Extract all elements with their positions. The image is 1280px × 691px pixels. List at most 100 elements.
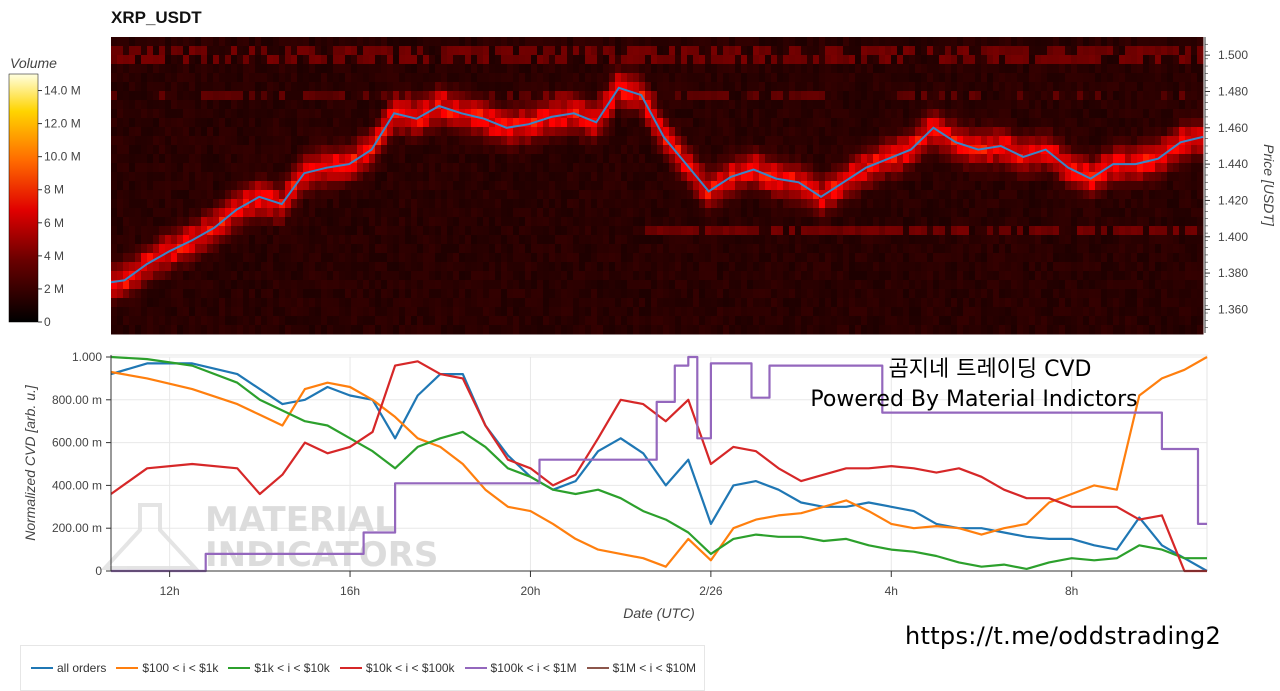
heatmap-cell (531, 172, 538, 182)
heatmap-cell (219, 154, 226, 164)
heatmap-cell (135, 325, 142, 335)
heatmap-cell (465, 154, 472, 164)
heatmap-cell (681, 37, 688, 47)
heatmap-cell (1011, 37, 1018, 47)
heatmap-cell (585, 253, 592, 263)
heatmap-cell (273, 64, 280, 74)
heatmap-cell (759, 208, 766, 218)
heatmap-cell (705, 136, 712, 146)
heatmap-cell (429, 127, 436, 137)
heatmap-cell (399, 298, 406, 308)
heatmap-cell (147, 244, 154, 254)
heatmap-cell (861, 109, 868, 119)
heatmap-cell (393, 37, 400, 47)
heatmap-cell (717, 109, 724, 119)
heatmap-cell (447, 181, 454, 191)
heatmap-cell (645, 307, 652, 317)
heatmap-cell (429, 217, 436, 227)
heatmap-cell (927, 307, 934, 317)
heatmap-cell (291, 100, 298, 110)
heatmap-cell (291, 46, 298, 56)
heatmap-cell (741, 289, 748, 299)
heatmap-cell (825, 127, 832, 137)
heatmap-cell (111, 298, 118, 308)
heatmap-cell (423, 190, 430, 200)
heatmap-cell (603, 91, 610, 101)
heatmap-cell (363, 226, 370, 236)
heatmap-cell (111, 190, 118, 200)
heatmap-cell (147, 280, 154, 290)
heatmap-cell (645, 91, 652, 101)
heatmap-cell (189, 208, 196, 218)
heatmap-cell (711, 208, 718, 218)
heatmap-cell (111, 109, 118, 119)
heatmap-cell (447, 208, 454, 218)
heatmap-cell (687, 190, 694, 200)
heatmap-cell (777, 127, 784, 137)
heatmap-cell (273, 73, 280, 83)
heatmap-cell (693, 253, 700, 263)
heatmap-cell (729, 244, 736, 254)
heatmap-cell (225, 82, 232, 92)
heatmap-cell (507, 181, 514, 191)
heatmap-cell (165, 73, 172, 83)
heatmap-cell (939, 109, 946, 119)
heatmap-cell (147, 307, 154, 317)
heatmap-cell (483, 298, 490, 308)
heatmap-cell (561, 46, 568, 56)
heatmap-cell (471, 37, 478, 47)
heatmap-cell (627, 37, 634, 47)
heatmap-cell (519, 37, 526, 47)
heatmap-cell (969, 73, 976, 83)
heatmap-cell (915, 91, 922, 101)
heatmap-cell (735, 100, 742, 110)
heatmap-cell (447, 154, 454, 164)
heatmap-cell (843, 127, 850, 137)
heatmap-cell (273, 145, 280, 155)
heatmap-cell (387, 91, 394, 101)
heatmap-cell (885, 100, 892, 110)
heatmap-cell (711, 298, 718, 308)
heatmap-cell (309, 325, 316, 335)
heatmap-cell (261, 118, 268, 128)
heatmap-cell (369, 298, 376, 308)
heatmap-cell (195, 82, 202, 92)
heatmap-cell (267, 208, 274, 218)
heatmap-cell (1005, 199, 1012, 209)
heatmap-cell (369, 217, 376, 227)
heatmap-cell (441, 199, 448, 209)
heatmap-cell (627, 154, 634, 164)
heatmap-cell (549, 325, 556, 335)
heatmap-cell (771, 253, 778, 263)
heatmap-cell (825, 154, 832, 164)
heatmap-cell (153, 199, 160, 209)
heatmap-cell (147, 298, 154, 308)
heatmap-cell (141, 280, 148, 290)
heatmap-cell (843, 163, 850, 173)
heatmap-cell (795, 64, 802, 74)
heatmap-cell (555, 208, 562, 218)
heatmap-cell (543, 244, 550, 254)
heatmap-cell (483, 73, 490, 83)
heatmap-cell (285, 316, 292, 326)
heatmap-cell (801, 82, 808, 92)
heatmap-cell (885, 208, 892, 218)
heatmap-cell (891, 190, 898, 200)
heatmap-cell (483, 127, 490, 137)
heatmap-cell (777, 316, 784, 326)
heatmap-cell (351, 289, 358, 299)
heatmap-cell (705, 253, 712, 263)
heatmap-cell (981, 118, 988, 128)
heatmap-cell (249, 289, 256, 299)
heatmap-cell (231, 289, 238, 299)
heatmap-cell (387, 127, 394, 137)
heatmap-cell (153, 217, 160, 227)
heatmap-cell (381, 253, 388, 263)
heatmap-cell (777, 145, 784, 155)
heatmap-cell (927, 199, 934, 209)
heatmap-cell (771, 55, 778, 65)
heatmap-cell (885, 91, 892, 101)
heatmap-cell (501, 46, 508, 56)
heatmap-cell (111, 307, 118, 317)
heatmap-cell (231, 118, 238, 128)
